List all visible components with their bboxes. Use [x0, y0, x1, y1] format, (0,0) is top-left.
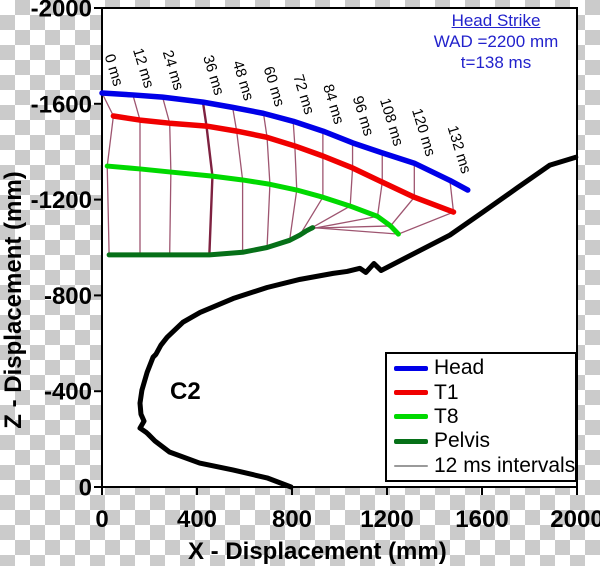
y-tick-label: 0: [79, 475, 92, 502]
y-tick-label: -1200: [31, 187, 92, 214]
y-tick-label: -1600: [31, 91, 92, 118]
y-axis-title: Z - Displacement (mm): [0, 171, 27, 429]
legend-item-intervals: 12 ms intervals: [394, 454, 575, 478]
head-strike-annotation: Head Strike WAD =2200 mm t=138 ms: [408, 10, 584, 73]
x-tick-label: 800: [272, 506, 312, 533]
legend-label-intervals: 12 ms intervals: [434, 453, 576, 477]
annotation-wad: WAD =2200 mm: [433, 32, 559, 51]
y-tick-label: -800: [44, 283, 92, 310]
legend-box: Head T1 T8 Pelvis 12 ms intervals: [385, 352, 577, 482]
interval-line-84-ms: [299, 131, 324, 236]
interval-line-24-ms: [161, 96, 172, 255]
legend-label-t8: T8: [434, 404, 459, 428]
interval-line-36-ms: [201, 101, 214, 255]
annotation-time: t=138 ms: [460, 53, 532, 72]
annotation-title: Head Strike: [451, 11, 541, 30]
legend-label-t1: T1: [434, 380, 459, 404]
legend-swatch-t8: [394, 414, 428, 420]
legend-item-pelvis: Pelvis: [394, 429, 575, 453]
legend-swatch-pelvis: [394, 438, 428, 444]
x-tick-label: 400: [177, 506, 217, 533]
interval-line-96-ms: [305, 142, 354, 232]
legend-swatch-t1: [394, 390, 428, 396]
legend-swatch-intervals: [394, 465, 428, 467]
y-tick-label: -400: [44, 379, 92, 406]
x-axis-title: X - Displacement (mm): [188, 538, 447, 565]
interval-line-108-ms: [309, 152, 383, 230]
interval-line-132-ms: [312, 180, 455, 235]
legend-item-t8: T8: [394, 405, 575, 429]
legend-swatch-head: [394, 365, 428, 371]
x-tick-label: 1600: [455, 506, 508, 533]
x-tick-label: 0: [95, 506, 108, 533]
y-tick-label: -2000: [31, 0, 92, 23]
legend-item-head: Head: [394, 356, 575, 380]
x-tick-label: 2000: [550, 506, 600, 533]
interval-line-48-ms: [231, 107, 244, 253]
interval-line-12-ms: [132, 94, 141, 255]
legend-item-t1: T1: [394, 381, 575, 405]
pelvis-trajectory-line: [106, 225, 316, 258]
legend-label-head: Head: [434, 356, 485, 380]
legend-label-pelvis: Pelvis: [434, 429, 491, 453]
vehicle-profile-line: [137, 154, 579, 490]
interval-line-60-ms: [262, 113, 271, 248]
t1-trajectory-line: [110, 113, 457, 215]
x-tick-label: 1200: [360, 506, 413, 533]
interval-line-72-ms: [288, 121, 298, 241]
c2-vehicle-label: C2: [170, 378, 201, 405]
head-trajectory-line: [99, 90, 471, 193]
t8-trajectory-line: [104, 163, 401, 237]
interval-line-120-ms: [311, 163, 415, 229]
interval-line-0-ms: [101, 92, 115, 255]
